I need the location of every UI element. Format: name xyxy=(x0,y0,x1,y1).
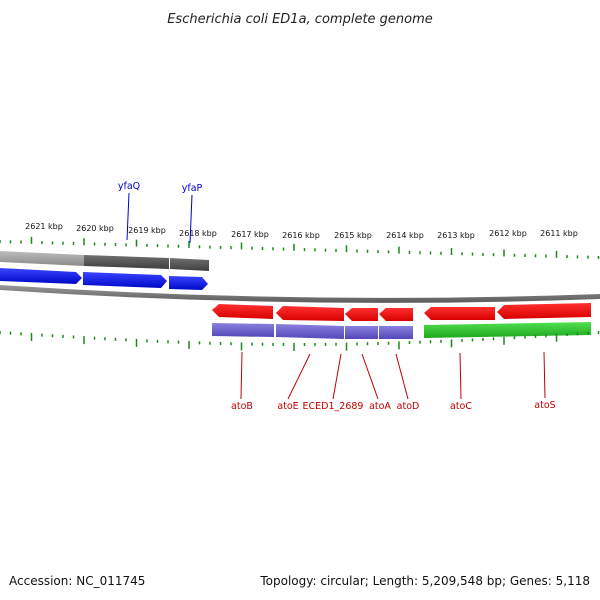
scale-label: 2621 kbp xyxy=(25,222,63,231)
gene-arrow-atoE[interactable] xyxy=(276,306,344,321)
top-scale-ticks xyxy=(0,236,600,259)
gene-label-group-yfaQ[interactable]: yfaQ xyxy=(118,181,140,241)
cds-atoA[interactable] xyxy=(379,326,413,339)
gene-label-yfaQ[interactable]: yfaQ xyxy=(118,181,140,192)
gene-label-yfaP[interactable]: yfaP xyxy=(182,183,203,194)
gene-label-group-yfaP[interactable]: yfaP xyxy=(182,183,203,244)
gene-arrow-left-blue[interactable] xyxy=(0,268,82,284)
feature-dark-yfaQ[interactable] xyxy=(84,255,169,269)
scale-label: 2618 kbp xyxy=(179,229,217,238)
scale-label: 2616 kbp xyxy=(282,231,320,240)
scale-label: 2613 kbp xyxy=(437,231,475,240)
gene-label-atoB[interactable]: atoB xyxy=(231,401,253,412)
gene-arrow-atoS[interactable] xyxy=(497,303,591,319)
gene-label-group-atoE[interactable]: atoE xyxy=(277,353,311,412)
gene-label-group-atoC[interactable]: atoC xyxy=(450,352,472,412)
cds-atoB[interactable] xyxy=(212,323,274,337)
accession-text: Accession: NC_011745 xyxy=(9,574,146,588)
gene-arrow-ECED1_2689[interactable] xyxy=(345,308,378,321)
scale-label: 2612 kbp xyxy=(489,229,527,238)
map-title: Escherichia coli ED1a, complete genome xyxy=(167,12,433,27)
genome-backbone xyxy=(0,285,600,303)
scale-label: 2615 kbp xyxy=(334,231,372,240)
gene-label-atoA[interactable]: atoA xyxy=(369,401,391,412)
gene-arrow-atoA[interactable] xyxy=(379,308,413,321)
genome-summary-text: Topology: circular; Length: 5,209,548 bp… xyxy=(260,574,590,588)
gene-label-ECED1_2689[interactable]: ECED1_2689 xyxy=(303,401,364,412)
feature-dark-yfaP[interactable] xyxy=(170,258,209,271)
gene-label-group-atoA[interactable]: atoA xyxy=(361,353,391,412)
cds-atoE[interactable] xyxy=(276,324,344,339)
gene-arrow-atoC[interactable] xyxy=(424,307,495,320)
cds-ECED1_2689[interactable] xyxy=(345,326,378,339)
gene-arrow-yfaQ[interactable] xyxy=(83,272,167,288)
gene-label-atoC[interactable]: atoC xyxy=(450,401,472,412)
gene-label-group-atoD[interactable]: atoD xyxy=(395,353,420,412)
gene-label-group-atoB[interactable]: atoB xyxy=(231,351,253,412)
gene-label-atoS[interactable]: atoS xyxy=(534,400,555,411)
feature-green-atoC-atoS[interactable] xyxy=(424,322,591,338)
feature-gray-left[interactable] xyxy=(0,251,84,266)
scale-labels: 2621 kbp 2620 kbp 2619 kbp 2618 kbp 2617 kbp… xyxy=(25,222,578,240)
scale-label: 2614 kbp xyxy=(386,231,424,240)
gene-label-group-atoS[interactable]: atoS xyxy=(534,351,556,411)
gene-label-atoE[interactable]: atoE xyxy=(277,401,298,412)
scale-label: 2620 kbp xyxy=(76,224,114,233)
scale-label: 2617 kbp xyxy=(231,230,269,239)
gene-arrow-atoB[interactable] xyxy=(212,304,273,319)
gene-label-atoD[interactable]: atoD xyxy=(397,401,420,412)
gene-arrow-yfaP[interactable] xyxy=(169,276,208,290)
scale-label: 2619 kbp xyxy=(128,226,166,235)
bottom-scale-ticks xyxy=(0,331,600,351)
scale-label: 2611 kbp xyxy=(540,229,578,238)
gene-label-group-ECED1_2689[interactable]: ECED1_2689 xyxy=(303,353,364,412)
